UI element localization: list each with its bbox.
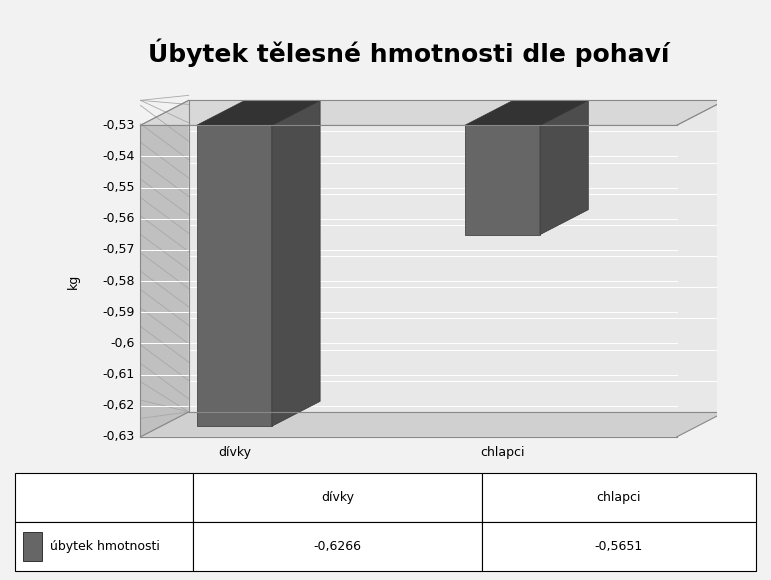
Title: Úbytek tělesné hmotnosti dle pohaví: Úbytek tělesné hmotnosti dle pohaví [148,38,669,67]
Bar [482,522,756,571]
Text: -0,62: -0,62 [103,399,135,412]
Polygon shape [540,100,588,235]
Polygon shape [140,412,725,437]
Text: úbytek hmotnosti: úbytek hmotnosti [50,540,160,553]
Text: -0,6266: -0,6266 [313,540,362,553]
Text: chlapci: chlapci [597,491,641,504]
Text: dívky: dívky [218,446,251,459]
Bar [15,473,193,522]
Bar [193,522,482,571]
Polygon shape [197,100,320,125]
Text: -0,56: -0,56 [103,212,135,225]
Text: -0,63: -0,63 [103,430,135,443]
Polygon shape [140,100,725,125]
Bar [482,473,756,522]
Polygon shape [140,100,189,437]
Polygon shape [189,100,725,412]
Text: -0,57: -0,57 [103,244,135,256]
Text: kg: kg [67,273,80,289]
Polygon shape [465,100,588,125]
Text: -0,59: -0,59 [103,306,135,318]
Text: -0,61: -0,61 [103,368,135,381]
Text: chlapci: chlapci [480,446,525,459]
Text: -0,54: -0,54 [103,150,135,163]
Text: -0,6: -0,6 [111,337,135,350]
Polygon shape [197,125,272,426]
Text: -0,5651: -0,5651 [594,540,643,553]
Bar [193,473,482,522]
Text: -0,58: -0,58 [103,274,135,288]
Bar [23,532,42,561]
Text: -0,53: -0,53 [103,119,135,132]
Bar [15,522,193,571]
Polygon shape [272,100,320,426]
Text: -0,55: -0,55 [103,181,135,194]
Polygon shape [465,125,540,235]
Text: dívky: dívky [321,491,354,504]
